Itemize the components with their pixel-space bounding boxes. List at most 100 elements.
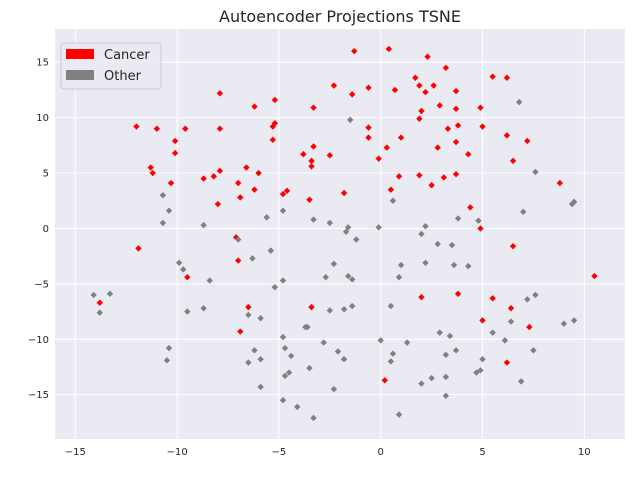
other-point — [517, 378, 525, 385]
other-point — [279, 277, 287, 284]
cancer-point — [269, 123, 277, 130]
cancer-point — [365, 124, 372, 131]
cancer-point — [395, 173, 403, 180]
other-point — [349, 302, 356, 310]
other-point — [479, 356, 486, 363]
cancer-point — [503, 74, 511, 81]
other-point — [342, 228, 350, 235]
other-point — [530, 347, 537, 354]
cancer-point — [300, 151, 307, 158]
data-points — [90, 45, 598, 422]
other-point — [330, 385, 338, 393]
other-point — [340, 306, 348, 313]
cancer-point — [383, 144, 391, 151]
cancer-point — [489, 295, 496, 302]
x-tick-label: −10 — [167, 447, 188, 458]
other-point — [304, 323, 311, 331]
cancer-point — [279, 190, 287, 198]
cancer-point — [147, 164, 154, 171]
x-tick-label: −5 — [272, 447, 287, 458]
other-point — [287, 352, 295, 360]
cancer-point — [271, 119, 279, 127]
cancer-point — [440, 174, 448, 181]
cancer-point — [216, 167, 224, 175]
other-point — [245, 359, 252, 366]
cancer-point — [235, 179, 242, 187]
cancer-point — [503, 132, 511, 139]
other-point — [477, 367, 484, 374]
cancer-point — [591, 272, 598, 280]
y-axis-ticks: −15 −10 −5 0 5 10 15 — [28, 58, 49, 401]
other-point — [279, 333, 287, 341]
other-point — [515, 98, 523, 106]
cancer-point — [387, 186, 395, 193]
other-point — [200, 305, 207, 312]
cancer-point — [412, 74, 419, 81]
cancer-point — [524, 137, 531, 145]
cancer-point — [375, 155, 382, 162]
other-point — [159, 192, 167, 199]
other-point — [257, 383, 264, 391]
other-point — [436, 329, 443, 336]
legend-label-other: Other — [104, 69, 142, 84]
other-point — [271, 283, 279, 291]
cancer-point — [428, 182, 435, 189]
cancer-point — [479, 317, 486, 324]
other-point — [235, 236, 242, 243]
y-tick-label: 0 — [43, 224, 49, 235]
cancer-point — [477, 104, 484, 111]
other-point — [524, 296, 531, 303]
other-point — [340, 356, 348, 363]
y-tick-label: 15 — [36, 58, 49, 69]
cancer-point — [271, 96, 279, 104]
other-point — [326, 219, 334, 227]
cancer-point — [556, 179, 564, 187]
cancer-point — [416, 82, 423, 89]
other-point — [395, 274, 403, 281]
cancer-point — [477, 225, 484, 232]
cancer-point — [216, 90, 224, 97]
other-point — [96, 309, 103, 316]
cancer-point — [340, 189, 348, 197]
cancer-point — [416, 115, 423, 122]
other-point — [245, 311, 252, 319]
other-point — [349, 276, 356, 283]
cancer-point — [308, 163, 315, 170]
cancer-point — [467, 204, 474, 211]
other-point — [285, 369, 293, 376]
cancer-point — [237, 328, 244, 335]
other-point — [334, 348, 342, 355]
other-point — [184, 308, 191, 315]
legend-label-cancer: Cancer — [104, 48, 150, 63]
other-point — [206, 277, 213, 284]
other-point — [520, 208, 527, 216]
cancer-point — [153, 125, 160, 132]
other-point — [346, 116, 354, 124]
other-point — [175, 259, 183, 267]
cancer-point — [184, 274, 191, 281]
legend-swatch-cancer — [66, 49, 94, 59]
other-point — [450, 261, 458, 269]
y-tick-label: 5 — [43, 169, 49, 180]
y-tick-label: −15 — [28, 390, 49, 401]
x-tick-label: −15 — [65, 447, 86, 458]
other-point — [387, 358, 395, 365]
cancer-point — [454, 290, 462, 298]
cancer-point — [251, 186, 258, 193]
other-point — [279, 397, 287, 404]
cancer-point — [349, 91, 356, 98]
cancer-point — [454, 122, 462, 129]
other-point — [475, 217, 482, 224]
other-point — [418, 380, 425, 387]
other-point — [257, 315, 264, 322]
cancer-point — [442, 64, 450, 71]
cancer-point — [444, 125, 452, 132]
legend-swatch-other — [66, 70, 94, 80]
other-point — [344, 224, 352, 231]
cancer-point — [430, 82, 437, 89]
cancer-point — [310, 104, 317, 111]
other-point — [452, 347, 460, 354]
cancer-point — [422, 88, 429, 96]
other-point — [320, 339, 327, 346]
other-point — [90, 291, 97, 299]
